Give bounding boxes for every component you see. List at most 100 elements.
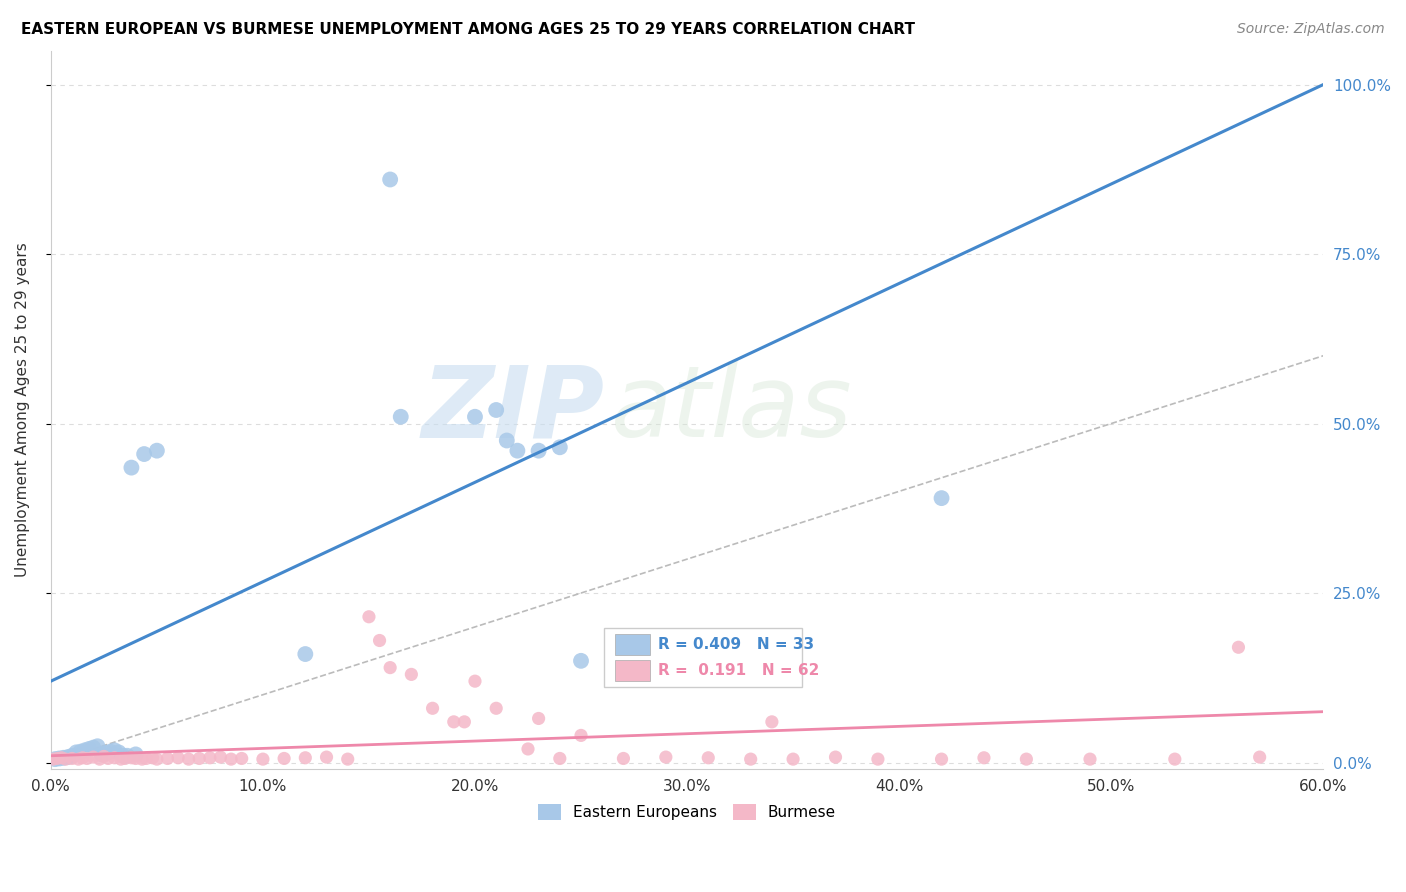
Text: ZIP: ZIP <box>422 361 605 458</box>
Point <box>378 660 401 674</box>
Point <box>548 751 571 765</box>
Point <box>120 460 142 475</box>
Point <box>697 751 720 765</box>
Legend: Eastern Europeans, Burmese: Eastern Europeans, Burmese <box>531 798 842 826</box>
Point <box>612 751 634 765</box>
Point <box>1078 752 1101 766</box>
Point <box>761 714 783 729</box>
Point <box>252 752 274 766</box>
Point <box>464 674 486 689</box>
Point <box>443 714 465 729</box>
Point <box>60 748 83 763</box>
Point <box>134 447 156 461</box>
Point <box>740 752 762 766</box>
Point <box>824 750 846 764</box>
Point <box>866 752 889 766</box>
Point <box>142 751 165 765</box>
Point <box>110 752 132 766</box>
Text: atlas: atlas <box>610 361 852 458</box>
Point <box>294 751 316 765</box>
Point <box>1015 752 1038 766</box>
Point <box>67 752 90 766</box>
Point <box>464 409 486 424</box>
Point <box>107 745 129 759</box>
Point <box>65 745 87 759</box>
Point <box>76 751 98 765</box>
Point <box>527 711 550 725</box>
Point <box>124 751 146 765</box>
Point <box>167 751 190 765</box>
Point <box>44 752 66 766</box>
Point <box>103 743 125 757</box>
Text: R = 0.409   N = 33: R = 0.409 N = 33 <box>658 637 814 652</box>
Point <box>495 434 517 448</box>
Point <box>89 752 111 766</box>
Point <box>485 701 508 715</box>
Point <box>124 747 146 762</box>
Point <box>198 751 221 765</box>
Point <box>389 409 412 424</box>
Point <box>111 748 134 763</box>
Point <box>273 751 295 765</box>
Point <box>506 443 529 458</box>
Point <box>135 751 157 765</box>
Point <box>82 740 104 755</box>
Point <box>548 440 571 454</box>
Text: EASTERN EUROPEAN VS BURMESE UNEMPLOYMENT AMONG AGES 25 TO 29 YEARS CORRELATION C: EASTERN EUROPEAN VS BURMESE UNEMPLOYMENT… <box>21 22 915 37</box>
Point <box>569 654 592 668</box>
Point <box>131 752 153 766</box>
Point <box>527 443 550 458</box>
Point <box>357 609 380 624</box>
Point <box>46 751 69 765</box>
Point <box>82 750 104 764</box>
Point <box>77 742 100 756</box>
Text: R =  0.191   N = 62: R = 0.191 N = 62 <box>658 663 820 678</box>
Point <box>485 403 508 417</box>
Point <box>1164 752 1187 766</box>
Point <box>93 749 115 764</box>
Point <box>146 752 169 766</box>
Point <box>973 751 995 765</box>
Point <box>156 751 179 765</box>
Text: Source: ZipAtlas.com: Source: ZipAtlas.com <box>1237 22 1385 37</box>
Point <box>294 647 316 661</box>
Point <box>69 745 91 759</box>
Point <box>1227 640 1250 655</box>
Point <box>378 172 401 186</box>
Point <box>72 751 94 765</box>
Point <box>336 752 359 766</box>
Point <box>42 752 65 766</box>
Point <box>219 752 242 766</box>
FancyBboxPatch shape <box>614 660 650 681</box>
Point <box>517 742 540 756</box>
Point <box>931 491 953 505</box>
Point <box>368 633 391 648</box>
Point <box>51 751 73 765</box>
Point <box>90 747 112 762</box>
Point <box>146 443 169 458</box>
Point <box>209 750 232 764</box>
Point <box>453 714 475 729</box>
Point <box>56 750 79 764</box>
FancyBboxPatch shape <box>605 628 801 687</box>
Point <box>97 751 120 765</box>
Point <box>188 751 211 765</box>
FancyBboxPatch shape <box>614 634 650 655</box>
Point <box>94 746 117 760</box>
Point <box>86 739 108 754</box>
Y-axis label: Unemployment Among Ages 25 to 29 years: Unemployment Among Ages 25 to 29 years <box>15 243 30 577</box>
Point <box>655 750 678 764</box>
Point <box>931 752 953 766</box>
Point <box>60 751 83 765</box>
Point <box>231 751 253 765</box>
Point <box>114 751 136 765</box>
Point <box>1249 750 1271 764</box>
Point <box>120 751 142 765</box>
Point <box>569 728 592 742</box>
Point <box>55 752 77 766</box>
Point <box>103 751 125 765</box>
Point <box>177 752 200 766</box>
Point <box>422 701 444 715</box>
Point <box>52 751 75 765</box>
Point <box>48 751 70 765</box>
